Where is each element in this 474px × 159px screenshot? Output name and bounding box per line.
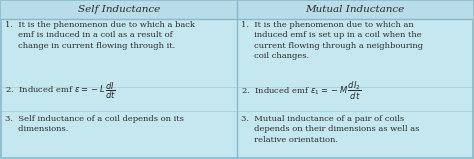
Text: 2.  Induced emf $\varepsilon_1 = -M\,\dfrac{dI_2}{dt}$: 2. Induced emf $\varepsilon_1 = -M\,\dfr… (241, 80, 362, 102)
Text: 3.  Self inductance of a coil depends on its
     dimensions.: 3. Self inductance of a coil depends on … (5, 115, 184, 133)
Text: Mutual Inductance: Mutual Inductance (305, 4, 405, 14)
Text: 3.  Mutual inductance of a pair of coils
     depends on their dimensions as wel: 3. Mutual inductance of a pair of coils … (241, 115, 419, 144)
Text: 1.  It is the phenomenon due to which an
     induced emf is set up in a coil wh: 1. It is the phenomenon due to which an … (241, 21, 423, 60)
Bar (1, 1, 473, 19)
Text: 1.  It is the phenomenon due to which a back
     emf is induced in a coil as a : 1. It is the phenomenon due to which a b… (5, 21, 195, 50)
Text: Self Inductance: Self Inductance (78, 4, 160, 14)
Text: 2.  Induced emf $\varepsilon = -L\,\dfrac{dI}{dt}$: 2. Induced emf $\varepsilon = -L\,\dfrac… (5, 81, 116, 101)
